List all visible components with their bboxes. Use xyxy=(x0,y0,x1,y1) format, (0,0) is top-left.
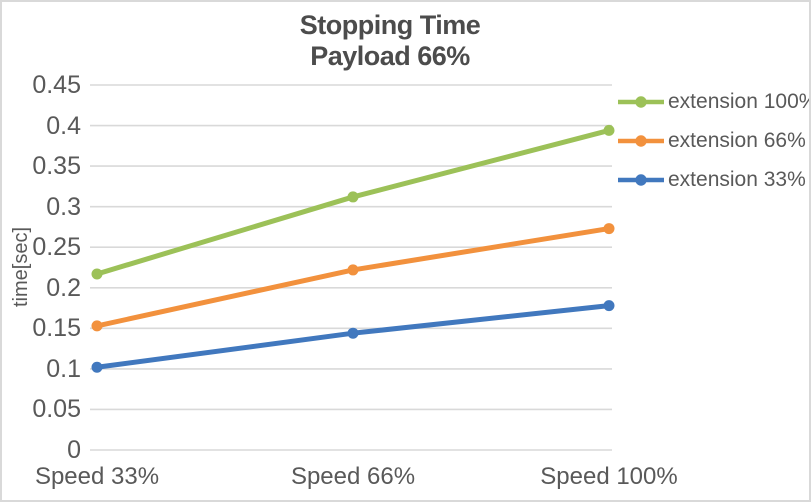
y-tick-label: 0.4 xyxy=(46,111,81,140)
x-tick-label-speed-33: Speed 33% xyxy=(34,463,160,490)
y-tick-label: 0.25 xyxy=(32,233,81,262)
data-point-marker-extension-33 xyxy=(347,327,359,339)
data-point-marker-extension-66 xyxy=(91,320,103,332)
legend-item-extension-100: extension 100% xyxy=(617,88,811,116)
data-point-marker-extension-33 xyxy=(603,300,615,312)
legend-item-label: extension 100% xyxy=(668,90,811,113)
y-tick-label: 0.1 xyxy=(46,354,81,383)
y-tick-label: 0.35 xyxy=(32,152,81,181)
legend-item-label: extension 33% xyxy=(668,168,806,191)
data-point-marker-extension-66 xyxy=(603,223,615,235)
legend-item-extension-66: extension 66% xyxy=(617,127,806,155)
line-marker-icon xyxy=(618,135,664,147)
data-point-marker-extension-100 xyxy=(347,191,359,203)
series-line-extension-66 xyxy=(94,226,612,329)
x-tick-label-speed-66: Speed 66% xyxy=(290,463,416,490)
x-tick-label-speed-100: Speed 100% xyxy=(540,463,678,490)
chart-title: Stopping Time Payload 66% xyxy=(140,10,640,72)
y-tick-label: 0 xyxy=(67,436,81,464)
data-point-marker-extension-66 xyxy=(347,264,359,276)
data-point-marker-extension-33 xyxy=(91,361,103,373)
legend-item-label: extension 66% xyxy=(668,129,806,152)
y-tick-label: 0.45 xyxy=(32,71,81,99)
y-tick-label: 0.15 xyxy=(32,314,81,343)
data-point-marker-extension-100 xyxy=(91,268,103,280)
y-tick-label: 0.2 xyxy=(46,273,81,302)
chart-title-line2: Payload 66% xyxy=(310,41,470,71)
data-point-marker-extension-100 xyxy=(603,124,615,136)
line-marker-icon xyxy=(618,96,664,108)
chart-title-line1: Stopping Time xyxy=(299,10,481,40)
line-marker-icon xyxy=(618,174,664,186)
legend-item-extension-33: extension 33% xyxy=(617,166,806,194)
y-tick-label: 0.3 xyxy=(46,192,81,221)
y-tick-label: 0.05 xyxy=(32,395,81,424)
